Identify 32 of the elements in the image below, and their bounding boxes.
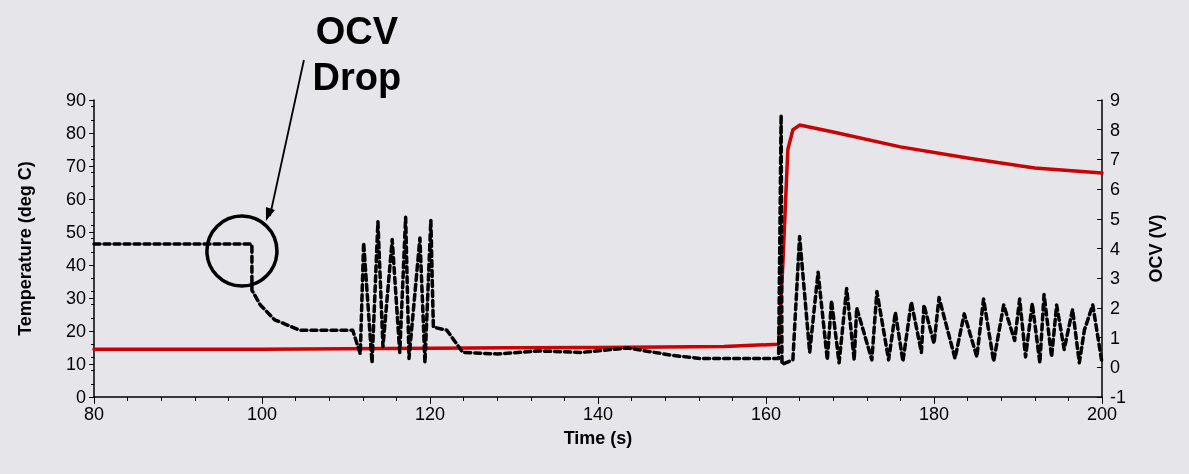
y2-tick-label: 4 — [1110, 238, 1121, 259]
y-tick-label: 0 — [75, 387, 86, 407]
x-axis-title: Time (s) — [563, 428, 633, 448]
y-axis-title: Temperature (deg C) — [15, 161, 35, 336]
y-tick-label: 60 — [65, 189, 86, 209]
y2-tick-label: 9 — [1110, 90, 1121, 110]
y2-tick-label: 2 — [1110, 297, 1121, 318]
y2-tick-label: 6 — [1110, 179, 1121, 200]
x-tick-label: 200 — [1086, 404, 1118, 424]
y-tick-label: 50 — [65, 222, 86, 242]
x-tick-label: 120 — [414, 404, 446, 424]
y2-tick-label: 8 — [1110, 119, 1121, 140]
y-tick-label: 30 — [65, 288, 86, 308]
y-tick-label: 20 — [65, 321, 86, 341]
x-tick-label: 160 — [750, 404, 782, 424]
y2-axis-title: OCV (V) — [1146, 214, 1166, 283]
y-tick-label: 80 — [65, 123, 86, 143]
y-tick-label: 90 — [65, 90, 86, 110]
y2-tick-label: 7 — [1110, 149, 1121, 170]
y2-tick-label: 5 — [1110, 208, 1121, 229]
y2-tick-label: 0 — [1110, 357, 1121, 378]
x-tick-label: 80 — [83, 404, 105, 424]
y-tick-label: 10 — [65, 354, 86, 374]
x-tick-label: 140 — [582, 404, 614, 424]
y2-tick-label: 1 — [1110, 327, 1121, 348]
y-tick-label: 40 — [65, 255, 86, 275]
x-tick-label: 180 — [918, 404, 950, 424]
y-tick-label: 70 — [65, 156, 86, 176]
x-tick-label: 100 — [246, 404, 278, 424]
y2-tick-label: 3 — [1110, 268, 1121, 289]
text: OCV Drop — [311, 9, 403, 100]
y2-tick-label: -1 — [1110, 387, 1127, 407]
